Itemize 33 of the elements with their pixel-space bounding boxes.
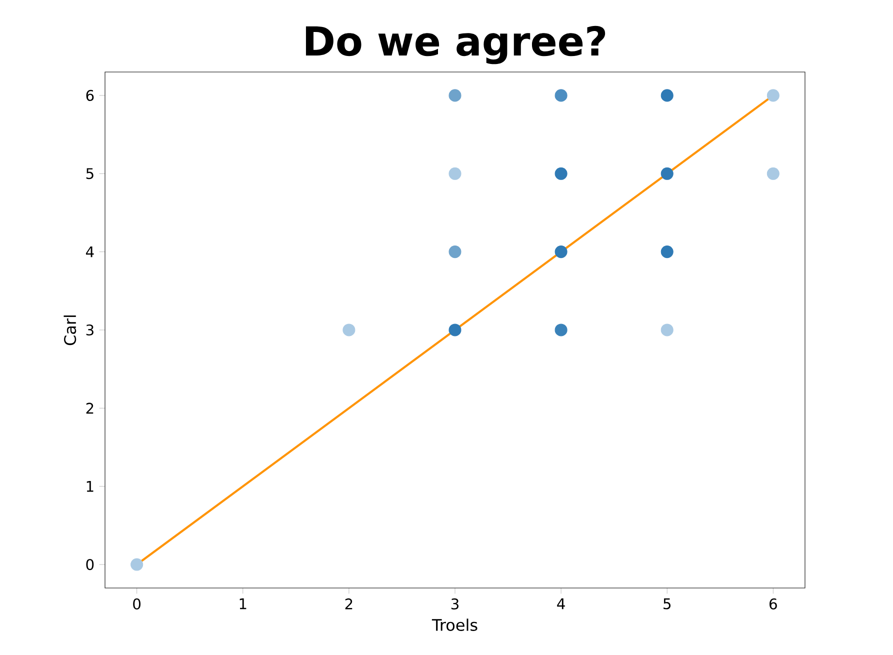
y-tick-label: 5 bbox=[86, 168, 94, 180]
y-tick-label: 6 bbox=[86, 90, 94, 101]
point bbox=[342, 324, 356, 336]
point bbox=[448, 324, 462, 336]
x-tick-label: 5 bbox=[664, 598, 670, 610]
x-tick-label: 4 bbox=[557, 598, 565, 610]
point bbox=[660, 89, 674, 102]
y-tick-label: 4 bbox=[86, 246, 94, 258]
point bbox=[448, 167, 462, 180]
y-tick-label: 3 bbox=[86, 324, 94, 336]
x-tick-label: 2 bbox=[345, 598, 352, 610]
x-tick-label: 3 bbox=[451, 598, 458, 610]
point bbox=[660, 246, 674, 258]
point bbox=[660, 167, 674, 180]
point bbox=[660, 324, 674, 336]
x-tick-label: 1 bbox=[240, 598, 246, 610]
point bbox=[766, 89, 780, 102]
point bbox=[448, 89, 462, 102]
point bbox=[554, 89, 568, 102]
y-tick-label: 1 bbox=[86, 481, 94, 492]
x-tick-label: 6 bbox=[770, 598, 777, 610]
point bbox=[554, 167, 568, 180]
y-tick-label: 0 bbox=[86, 558, 94, 570]
point bbox=[554, 324, 568, 336]
point bbox=[130, 558, 144, 571]
x-tick-label: 0 bbox=[133, 598, 140, 610]
y-tick-label: 2 bbox=[86, 402, 94, 414]
point bbox=[448, 246, 462, 258]
x-axis-title: Troels bbox=[432, 618, 478, 632]
point bbox=[766, 167, 780, 180]
y-axis-title: Carl bbox=[64, 315, 76, 346]
point bbox=[554, 246, 568, 258]
chart-title: Do we agree? bbox=[306, 26, 606, 64]
